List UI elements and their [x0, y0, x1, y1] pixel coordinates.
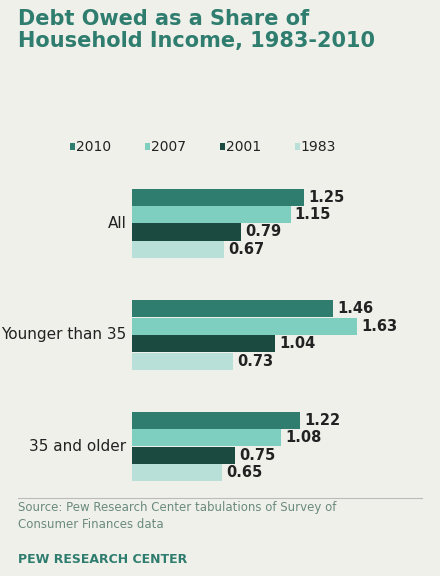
Bar: [132, 412, 300, 429]
Text: 2007: 2007: [151, 140, 186, 154]
Text: 0.79: 0.79: [245, 225, 281, 240]
Bar: [132, 430, 281, 446]
Bar: [132, 301, 334, 317]
Text: 2001: 2001: [226, 140, 261, 154]
Text: 1.22: 1.22: [304, 413, 341, 428]
Text: 1.63: 1.63: [361, 319, 397, 334]
Text: Debt Owed as a Share of
Household Income, 1983-2010: Debt Owed as a Share of Household Income…: [18, 9, 374, 51]
Text: 0.75: 0.75: [240, 448, 276, 463]
Text: 0.67: 0.67: [228, 242, 265, 257]
Bar: [132, 241, 224, 258]
Bar: [132, 318, 357, 335]
Text: 0.65: 0.65: [226, 465, 262, 480]
Text: 1.08: 1.08: [285, 430, 322, 445]
Text: 35 and older: 35 and older: [29, 439, 126, 454]
Bar: [132, 353, 233, 370]
Text: 1.15: 1.15: [295, 207, 331, 222]
Text: 1983: 1983: [301, 140, 336, 154]
Text: 2010: 2010: [76, 140, 111, 154]
Text: 0.73: 0.73: [237, 354, 273, 369]
Bar: [132, 464, 222, 481]
Text: Younger than 35: Younger than 35: [1, 328, 126, 343]
Bar: [132, 206, 291, 223]
Bar: [132, 223, 241, 241]
Text: PEW RESEARCH CENTER: PEW RESEARCH CENTER: [18, 553, 187, 566]
Bar: [132, 189, 304, 206]
Text: 1.25: 1.25: [308, 190, 345, 204]
Text: 1.04: 1.04: [279, 336, 316, 351]
Bar: [132, 447, 235, 464]
Bar: [132, 335, 275, 352]
Text: Source: Pew Research Center tabulations of Survey of
Consumer Finances data: Source: Pew Research Center tabulations …: [18, 501, 336, 531]
Text: 1.46: 1.46: [337, 301, 374, 316]
Text: All: All: [108, 216, 126, 231]
